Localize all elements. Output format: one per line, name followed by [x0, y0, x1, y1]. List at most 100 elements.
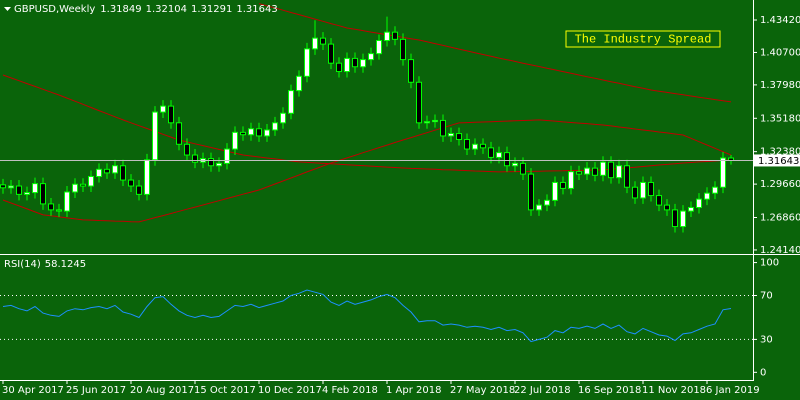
- candle-body: [232, 131, 238, 150]
- candle-body: [504, 152, 510, 167]
- y-tick-label: 30: [760, 334, 773, 345]
- candle-body: [432, 119, 438, 123]
- y-tick-label: 0: [760, 367, 766, 378]
- y-tick-label: 1.37980: [760, 80, 800, 91]
- candle-body: [64, 191, 70, 212]
- rsi-header: RSI(14) 58.1245: [4, 259, 86, 270]
- candle-body: [496, 152, 502, 158]
- candle-body: [72, 183, 78, 193]
- candle-body: [280, 112, 286, 124]
- candle-body: [136, 185, 142, 195]
- candle-body: [296, 75, 302, 92]
- symbol-title: GBPUSD,Weekly: [14, 4, 95, 15]
- y-tick-label: 1.40700: [760, 47, 800, 58]
- candle-body: [544, 199, 550, 206]
- candle-body: [560, 181, 566, 189]
- candle-body: [304, 48, 310, 77]
- y-tick-label: 1.43420: [760, 15, 800, 26]
- candle-body: [632, 186, 638, 199]
- candle-body: [288, 90, 294, 114]
- price-panel: [0, 3, 753, 233]
- current-price-label: 1.31643: [758, 156, 799, 167]
- x-tick-label: 25 Jun 2017: [66, 385, 126, 396]
- candle-body: [464, 139, 470, 150]
- x-tick-label: 30 Apr 2017: [2, 385, 64, 396]
- candle-body: [712, 186, 718, 194]
- candle-body: [8, 185, 14, 189]
- candle-body: [224, 148, 230, 164]
- close-value: 1.31643: [236, 4, 277, 15]
- y-tick-label: 100: [760, 258, 779, 269]
- candle-body: [448, 133, 454, 137]
- open-value: 1.31849: [100, 4, 141, 15]
- candle-body: [592, 167, 598, 176]
- indicator-line: [2, 119, 732, 223]
- candle-body: [152, 111, 158, 161]
- candle-body: [184, 143, 190, 156]
- candle-body: [272, 122, 278, 131]
- candle-body: [0, 184, 6, 189]
- candle-body: [328, 43, 334, 64]
- candle-body: [128, 179, 134, 187]
- candle-body: [112, 165, 118, 174]
- x-tick-label: 6 Jan 2019: [706, 385, 760, 396]
- indicator-line: [258, 3, 732, 103]
- candle-body: [360, 59, 366, 68]
- x-tick-label: 10 Dec 2017: [258, 385, 322, 396]
- rsi-panel: [0, 289, 753, 343]
- candle-body: [552, 181, 558, 201]
- candle-body: [176, 122, 182, 145]
- candle-body: [672, 209, 678, 228]
- y-tick-label: 1.29660: [760, 179, 800, 190]
- candle-body: [376, 40, 382, 55]
- candle-body: [208, 158, 214, 167]
- high-value: 1.32104: [146, 4, 187, 15]
- candle-body: [696, 198, 702, 208]
- candle-body: [248, 128, 254, 136]
- candle-body: [216, 162, 222, 167]
- candle-body: [600, 161, 606, 176]
- candle-body: [264, 129, 270, 137]
- annotation: The Industry Spread: [575, 33, 712, 47]
- candle-body: [344, 57, 350, 73]
- x-tick-label: 11 Nov 2018: [642, 385, 706, 396]
- candle-body: [704, 192, 710, 200]
- candle-body: [160, 105, 166, 113]
- candle-body: [120, 165, 126, 181]
- candle-body: [96, 168, 102, 177]
- candle-body: [16, 185, 22, 195]
- candle-body: [616, 165, 622, 179]
- rsi-value: 58.1245: [45, 259, 86, 270]
- candle-body: [624, 165, 630, 188]
- candle-body: [720, 157, 726, 188]
- candle-body: [352, 57, 358, 68]
- candle-body: [104, 168, 110, 174]
- menu-triangle[interactable]: [4, 7, 11, 11]
- candle-body: [56, 209, 62, 212]
- candle-body: [392, 31, 398, 40]
- annotation-box: [565, 30, 721, 48]
- y-tick-label: 70: [760, 291, 773, 302]
- candle-body: [440, 119, 446, 137]
- candle-body: [680, 210, 686, 228]
- candle-body: [640, 181, 646, 199]
- candle-body: [32, 183, 38, 194]
- x-tick-label: 20 Aug 2017: [130, 385, 194, 396]
- candle-body: [528, 173, 534, 211]
- chart-header: GBPUSD,Weekly 1.31849 1.32104 1.31291 1.3164…: [14, 4, 278, 15]
- x-tick-label: 1 Apr 2018: [386, 385, 441, 396]
- axes: 1.43420 1.40700 1.37980 1.35180 1.32380 1.296…: [2, 15, 800, 396]
- indicator-line: [2, 289, 732, 343]
- candle-body: [456, 133, 462, 141]
- candle-body: [648, 181, 654, 197]
- candle-body: [240, 131, 246, 136]
- candle-body: [480, 143, 486, 149]
- candle-body: [664, 204, 670, 211]
- candle-body: [424, 121, 430, 124]
- candle-body: [80, 183, 86, 187]
- candle-body: [312, 37, 318, 50]
- candle-body: [656, 195, 662, 206]
- candle-body: [512, 162, 518, 167]
